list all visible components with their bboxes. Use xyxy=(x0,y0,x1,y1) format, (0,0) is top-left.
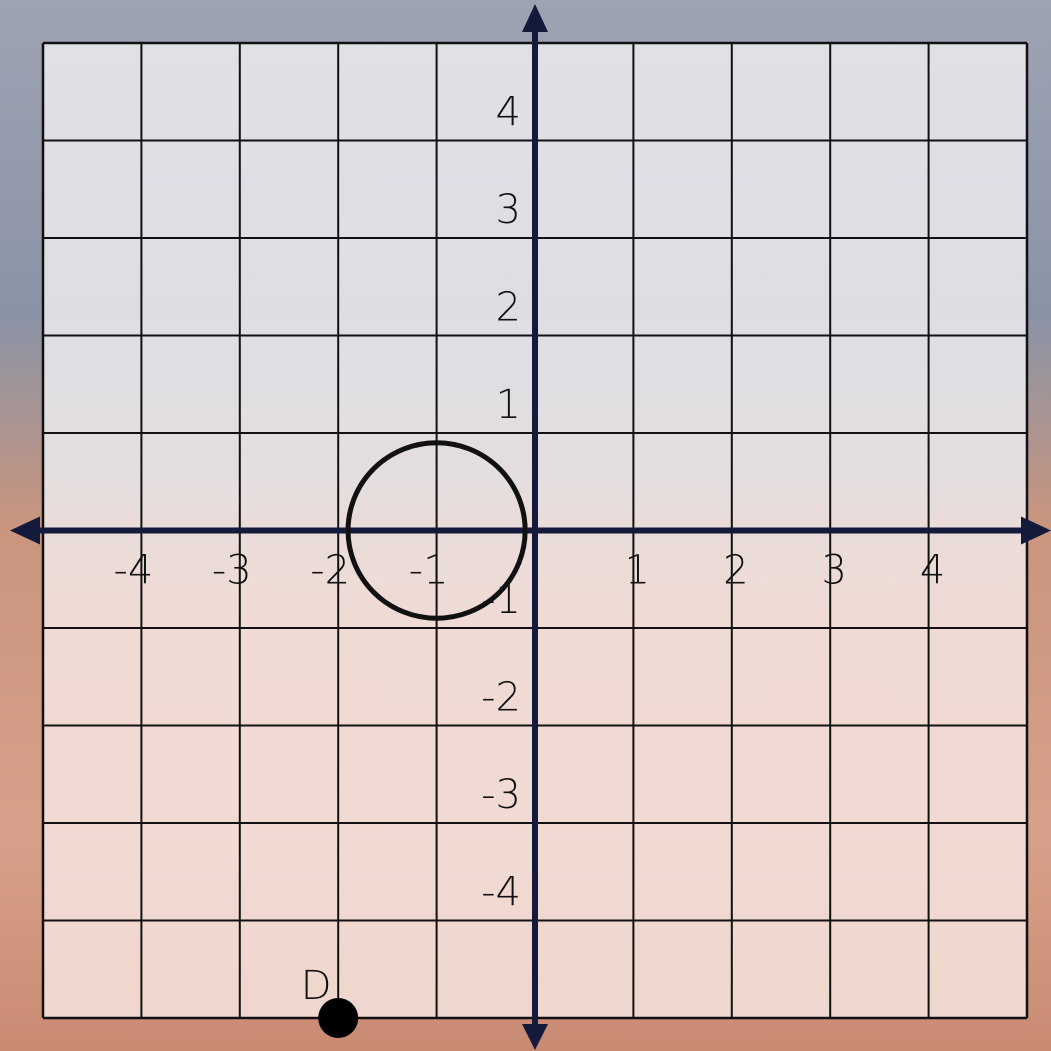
x-tick-label: -3 xyxy=(212,548,252,594)
x-tick-label: -2 xyxy=(310,548,350,594)
y-tick-label: -2 xyxy=(481,675,521,721)
x-tick-label: 4 xyxy=(920,548,945,594)
x-tick-label: 1 xyxy=(625,548,650,594)
x-tick-label: -4 xyxy=(113,548,153,594)
chart: -4-3-2-112344321-1-2-3-4D xyxy=(0,0,1051,1051)
y-tick-label: -4 xyxy=(481,870,521,916)
point-label: D xyxy=(301,963,332,1009)
y-tick-label: -3 xyxy=(481,772,521,818)
x-tick-label: -1 xyxy=(409,548,449,594)
x-tick-label: 3 xyxy=(821,548,846,594)
y-tick-label: 4 xyxy=(496,90,521,136)
page: {"chart_data": {"type": "scatter", "xlim… xyxy=(0,0,1051,1051)
y-tick-label: 3 xyxy=(496,187,521,233)
y-tick-label: 2 xyxy=(496,285,521,331)
y-tick-label: 1 xyxy=(496,382,521,428)
x-tick-label: 2 xyxy=(723,548,748,594)
